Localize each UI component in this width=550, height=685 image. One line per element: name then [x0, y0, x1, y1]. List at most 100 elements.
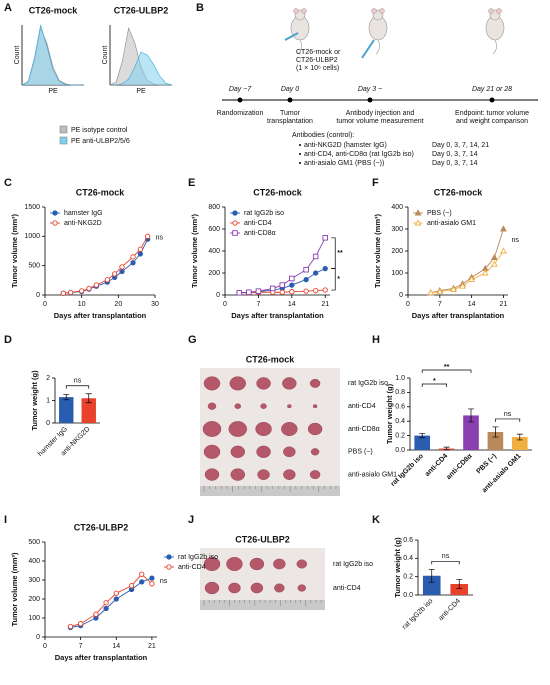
chart-title: CT26-mock [253, 187, 303, 197]
y-axis-label: Tumor volume (mm³) [10, 213, 19, 288]
bullet [299, 144, 301, 146]
x-tick-label: 0 [43, 643, 47, 650]
event-label: and weight comparison [456, 118, 528, 125]
y-axis-label: Tumor weight (g) [385, 383, 394, 444]
x-tick-label: anti-CD4 [437, 598, 462, 623]
x-tick-label: 20 [114, 301, 122, 308]
mouse-ear [379, 8, 385, 14]
marker [145, 233, 151, 239]
y-tick-label: 0.6 [403, 537, 413, 544]
marker [119, 264, 125, 270]
x-tick-label: 30 [151, 301, 159, 308]
y-tick-label: 1000 [24, 233, 40, 240]
y-axis-label: Tumor weight (g) [393, 537, 402, 598]
legend-label: anti-NKG2D [64, 220, 102, 227]
tumor [281, 422, 298, 437]
marker [500, 247, 507, 254]
annotation: * [433, 378, 436, 385]
annotation: ns [504, 411, 512, 418]
y-tick-label: 100 [28, 615, 40, 622]
panel-label: E [188, 177, 195, 189]
panel-label: K [372, 514, 380, 526]
photo-row-label: rat IgG2b iso [333, 561, 373, 568]
legend-label: rat IgG2b iso [178, 554, 218, 561]
y-axis-label: Count [102, 46, 109, 65]
legend-label: rat IgG2b iso [244, 210, 284, 217]
photo-row-label: anti-CD4 [348, 403, 376, 410]
marker [269, 285, 276, 292]
legend-label: anti-CD8α [244, 230, 276, 237]
marker [93, 282, 99, 288]
tumor [256, 445, 271, 458]
marker [500, 225, 507, 232]
bar [511, 437, 528, 450]
x-tick-label: 7 [438, 301, 442, 308]
y-tick-label: 0.0 [395, 447, 405, 454]
marker [236, 290, 243, 296]
y-axis-label: Tumor volume (mm³) [373, 213, 382, 288]
y-tick-label: 500 [28, 263, 40, 270]
y-tick-label: 0.4 [403, 555, 413, 562]
y-tick-label: 0.2 [395, 432, 405, 439]
day-label: Day 0 [281, 86, 299, 93]
marker [427, 289, 435, 296]
marker [232, 230, 238, 236]
series-line [70, 577, 153, 628]
marker [313, 287, 319, 294]
tumor [250, 582, 264, 594]
marker [166, 564, 172, 570]
tumor [230, 468, 245, 481]
tumor [312, 404, 318, 409]
bar [450, 584, 469, 595]
photo-title: CT26-mock [246, 354, 296, 364]
marker [166, 554, 172, 560]
x-tick-label: anti-CD4 [424, 453, 449, 478]
tumor [204, 581, 220, 595]
marker [303, 288, 309, 294]
x-axis-label: Days after transplantation [55, 653, 148, 662]
y-tick-label: 0 [46, 420, 50, 427]
panel-label: C [4, 177, 12, 189]
event-label: Antibody injection and [346, 110, 415, 117]
marker [119, 268, 125, 275]
tumor [296, 559, 307, 569]
error-bar [443, 446, 450, 451]
marker [232, 220, 238, 226]
marker [312, 253, 319, 260]
bracket [331, 237, 336, 269]
marker [279, 282, 286, 288]
tumor [230, 445, 245, 458]
bar [59, 397, 74, 423]
annotation: ** [444, 364, 450, 371]
annotation: ns [442, 553, 450, 560]
annotation: ns [511, 237, 519, 244]
bracket [65, 385, 90, 389]
x-tick-label: 7 [256, 301, 260, 308]
tumor [202, 421, 222, 437]
y-axis-label: Count [14, 46, 21, 65]
cells-note: CT26-mock or [296, 49, 341, 56]
y-tick-label: 1 [46, 397, 50, 404]
y-tick-label: 0.0 [403, 592, 413, 599]
marker [313, 270, 319, 276]
y-tick-label: 200 [28, 596, 40, 603]
mouse-ear [371, 8, 377, 14]
y-axis-label: Tumor weight (g) [30, 370, 39, 431]
marker [414, 219, 422, 226]
syringe [284, 32, 299, 41]
histogram [110, 51, 173, 86]
y-tick-label: 0.8 [395, 389, 405, 396]
annotation: * [337, 276, 340, 283]
tumor [226, 557, 243, 572]
tumor [249, 557, 265, 571]
tumor [207, 402, 217, 410]
panel-label: A [4, 2, 12, 14]
y-tick-label: 0 [399, 292, 403, 299]
event-label: Randomization [217, 110, 264, 117]
marker [128, 583, 135, 589]
legend-label: PE anti-ULBP2/5/6 [71, 138, 130, 145]
tumor [257, 469, 270, 480]
bracket [421, 383, 447, 387]
cells-note: CT26-ULBP2 [296, 57, 338, 64]
marker [491, 253, 498, 261]
